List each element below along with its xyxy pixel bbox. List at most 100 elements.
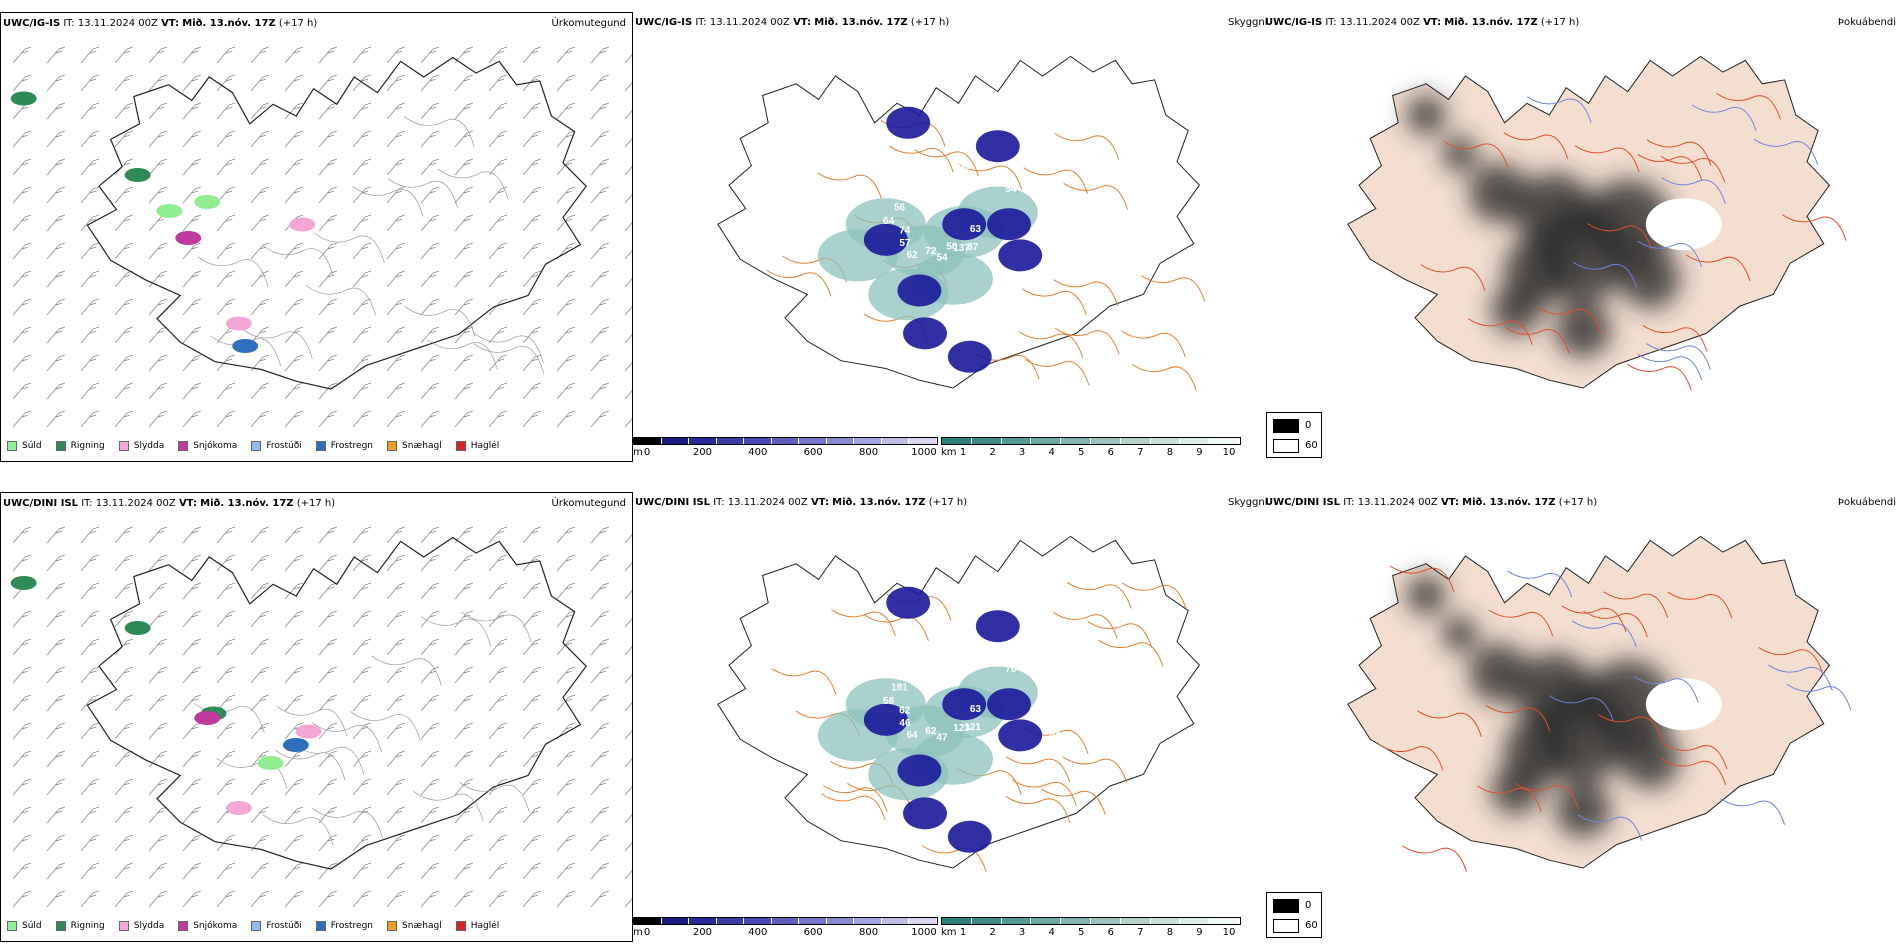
wind-barb xyxy=(421,863,439,879)
visibility-value-label: 64 xyxy=(883,216,895,227)
visibility-value-label: 47 xyxy=(937,732,949,743)
wind-barb xyxy=(489,835,507,851)
visibility-value-label: 51 xyxy=(1031,187,1043,198)
wind-barb xyxy=(285,779,303,795)
wind-barb xyxy=(149,383,167,399)
legend-swatch xyxy=(7,921,17,931)
visibility-value-label: 62 xyxy=(906,250,918,261)
wind-barb xyxy=(319,639,337,655)
wind-barb xyxy=(319,583,337,599)
wind-barb xyxy=(353,215,371,231)
legend-swatch xyxy=(178,921,188,931)
wind-barb xyxy=(523,103,541,119)
colorbar-step xyxy=(1151,918,1181,924)
wind-barb xyxy=(47,891,65,907)
wind-barb xyxy=(625,583,633,599)
wind-barb xyxy=(183,835,201,851)
wind-barb xyxy=(319,47,337,63)
wind-barb xyxy=(13,751,31,767)
wind-barb xyxy=(115,527,133,543)
wind-barb xyxy=(251,271,269,287)
wind-barb xyxy=(353,271,371,287)
wind-barb xyxy=(149,271,167,287)
wind-barb xyxy=(217,271,235,287)
wind-barb xyxy=(13,891,31,907)
wind-barb xyxy=(285,891,303,907)
wind-barb xyxy=(183,723,201,739)
wind-barb xyxy=(149,751,167,767)
wind-barb xyxy=(285,131,303,147)
wind-barb xyxy=(149,159,167,175)
colorbar-tick: 2 xyxy=(989,927,995,938)
wind-barb xyxy=(319,271,337,287)
wind-barb xyxy=(421,639,439,655)
colorbar-step xyxy=(827,438,855,444)
wind-barb xyxy=(591,555,609,571)
wind-barb xyxy=(523,611,541,627)
wind-barb xyxy=(625,47,633,63)
road-line xyxy=(371,656,441,686)
wind-barb xyxy=(13,187,31,203)
clear-area xyxy=(1646,198,1722,250)
wind-barb xyxy=(115,103,133,119)
wind-barb xyxy=(625,779,633,795)
wind-barb xyxy=(557,583,575,599)
wind-barb xyxy=(319,723,337,739)
wind-barb xyxy=(319,383,337,399)
wind-barb xyxy=(217,47,235,63)
wind-barb xyxy=(251,299,269,315)
wind-barb xyxy=(183,327,201,343)
colorbar-step xyxy=(744,918,772,924)
legend-item-6: Snæhagl xyxy=(387,921,442,931)
colorbar-step xyxy=(1061,918,1091,924)
wind-barb xyxy=(625,383,633,399)
wind-barb xyxy=(183,555,201,571)
wind-barb xyxy=(319,807,337,823)
wind-barb xyxy=(47,863,65,879)
wind-barb xyxy=(353,611,371,627)
wind-barb xyxy=(183,383,201,399)
colorbar-step xyxy=(854,438,882,444)
wind-barb xyxy=(591,611,609,627)
colorbar-step xyxy=(1002,438,1032,444)
wind-barb xyxy=(319,667,337,683)
wind-barb xyxy=(81,611,99,627)
wind-barb xyxy=(183,215,201,231)
wind-barb xyxy=(149,583,167,599)
wind-barb xyxy=(387,271,405,287)
wind-barb xyxy=(47,779,65,795)
wind-barb xyxy=(591,835,609,851)
wind-barb xyxy=(455,411,473,427)
wind-barb xyxy=(523,131,541,147)
colorbar xyxy=(633,917,938,925)
wind-barb xyxy=(81,751,99,767)
road-line xyxy=(438,169,508,199)
road-line xyxy=(1132,364,1196,390)
wind-barb xyxy=(523,779,541,795)
wind-barb xyxy=(455,555,473,571)
wind-barb xyxy=(387,159,405,175)
legend-label: Snæhagl xyxy=(402,441,442,451)
wind-barb xyxy=(557,271,575,287)
colorbar-step xyxy=(909,918,937,924)
wind-barb xyxy=(285,555,303,571)
colorbar-tick: 400 xyxy=(748,927,767,938)
wind-barb xyxy=(47,723,65,739)
wind-barb xyxy=(523,383,541,399)
wind-barb xyxy=(183,75,201,91)
low-visibility-area xyxy=(903,797,947,829)
wind-barb xyxy=(217,891,235,907)
wind-barb xyxy=(217,639,235,655)
road-line xyxy=(1403,846,1467,872)
wind-barb xyxy=(625,639,633,655)
precip-type-panel-top: UWC/IG-IS IT: 13.11.2024 00Z VT: Mið. 13… xyxy=(0,12,633,462)
wind-barb xyxy=(625,411,633,427)
wind-barb xyxy=(557,327,575,343)
visibility-panel-top: UWC/IG-IS IT: 13.11.2024 00Z VT: Mið. 13… xyxy=(633,12,1263,462)
visibility-value-label: 54 xyxy=(937,252,949,263)
legend-swatch xyxy=(119,441,129,451)
wind-barb xyxy=(591,695,609,711)
fog-legend-label-0: 0 xyxy=(1305,900,1311,911)
wind-barb xyxy=(183,583,201,599)
wind-barb xyxy=(115,639,133,655)
